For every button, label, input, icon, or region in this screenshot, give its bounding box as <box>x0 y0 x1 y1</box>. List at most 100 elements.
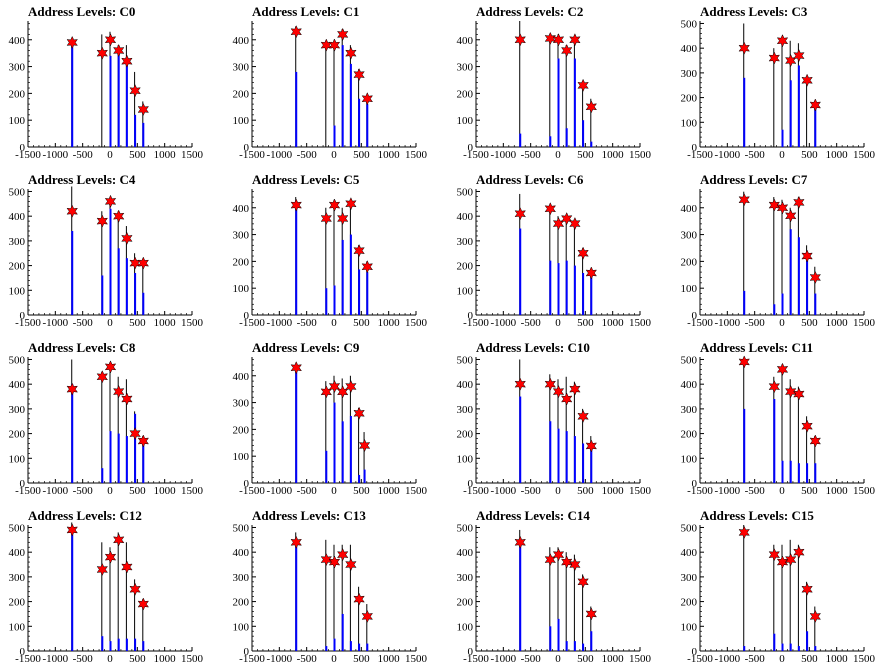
y-tick-label: 400 <box>233 547 250 559</box>
y-tick-label: 300 <box>233 572 250 584</box>
star-marker <box>345 379 357 394</box>
blue-bar <box>142 292 145 315</box>
chart-title: Address Levels: C14 <box>476 508 590 523</box>
chart-title: Address Levels: C11 <box>700 340 814 355</box>
x-tick-label: -1500 <box>239 149 265 161</box>
x-tick-label: -500 <box>73 317 94 329</box>
chart-svg: 0 100 200 300 400 500 -1500 -1000 -500 0 500 1000 15… <box>9 522 204 665</box>
blue-bar <box>743 77 746 147</box>
y-tick-label: 0 <box>244 478 250 490</box>
blue-bar <box>109 431 112 483</box>
x-tick-label: -500 <box>521 653 542 665</box>
blue-bar <box>71 527 74 651</box>
star-marker <box>361 609 374 624</box>
x-tick-label: 1000 <box>378 317 401 329</box>
x-tick-label: -500 <box>297 653 318 665</box>
x-tick-label: -1500 <box>239 485 265 497</box>
x-tick-label: 500 <box>353 317 370 329</box>
x-tick-label: -1500 <box>463 317 489 329</box>
star-marker <box>784 384 797 399</box>
star-marker <box>112 533 125 547</box>
x-tick-label: -1500 <box>239 317 265 329</box>
blue-bar <box>341 421 344 483</box>
x-tick-label: 0 <box>107 149 113 161</box>
chart-svg: 0 100 200 300 400 -1500 -1000 -500 0 500 1000 1500 <box>681 189 876 329</box>
x-tick-label: 1500 <box>853 317 876 329</box>
chart-svg: 0 100 200 300 400 -1500 -1000 -500 0 500 1000 1500 <box>457 21 652 161</box>
star-marker <box>137 434 150 448</box>
x-tick-label: -1000 <box>714 485 740 497</box>
chart-panel-c14: 0 100 200 300 400 500 -1500 -1000 -500 0 500 1000 15… <box>448 504 672 672</box>
blue-bar <box>582 443 585 483</box>
star-marker <box>353 244 365 258</box>
blue-bar <box>565 128 568 147</box>
y-tick-label: 300 <box>681 68 698 80</box>
y-tick-label: 400 <box>9 35 26 47</box>
x-tick-label: 1000 <box>602 485 625 497</box>
blue-bar <box>349 641 352 651</box>
blue-bar <box>806 631 809 651</box>
y-tick-label: 100 <box>681 621 698 633</box>
x-tick-label: 1000 <box>826 485 849 497</box>
x-tick-label: -500 <box>297 317 318 329</box>
star-marker <box>104 360 117 374</box>
x-tick-label: -1500 <box>463 149 489 161</box>
star-marker <box>801 582 813 596</box>
x-tick-label: 500 <box>801 317 818 329</box>
blue-bar <box>333 125 336 147</box>
chart-panel-c6: 0 100 200 300 400 500 -1500 -1000 -500 0 500 1000 15… <box>448 168 672 336</box>
x-tick-label: -1500 <box>463 485 489 497</box>
blue-bar <box>557 428 560 483</box>
y-tick-label: 300 <box>9 572 26 584</box>
blue-bar <box>814 646 817 651</box>
x-tick-label: 0 <box>555 149 561 161</box>
chart-panel-c0: 0 100 200 300 400 -1500 -1000 -500 0 500 1000 1500 A… <box>0 0 224 168</box>
chart-svg: 0 100 200 300 400 500 -1500 -1000 -500 0 500 1000 15… <box>233 522 428 665</box>
blue-bar <box>519 544 522 651</box>
x-tick-label: -1500 <box>15 653 41 665</box>
x-tick-label: 1000 <box>154 653 177 665</box>
star-marker <box>801 249 813 263</box>
star-marker <box>585 266 598 280</box>
y-tick-label: 100 <box>457 621 474 633</box>
y-tick-label: 400 <box>233 203 250 215</box>
x-tick-label: -500 <box>745 485 766 497</box>
blue-bar <box>573 58 576 147</box>
star-marker <box>569 216 581 231</box>
y-tick-label: 200 <box>9 261 26 273</box>
y-tick-label: 500 <box>233 522 250 534</box>
blue-bar <box>101 636 104 651</box>
y-tick-label: 300 <box>457 404 474 416</box>
x-tick-label: 1500 <box>405 149 428 161</box>
chart-panel-c9: 0 100 200 300 400 -1500 -1000 -500 0 500 1000 1500 A… <box>224 336 448 504</box>
chart-svg: 0 100 200 300 400 500 -1500 -1000 -500 0 500 1000 15… <box>681 522 876 665</box>
y-tick-label: 200 <box>457 88 474 100</box>
blue-bar <box>142 641 145 651</box>
chart-panel-c12: 0 100 200 300 400 500 -1500 -1000 -500 0 500 1000 15… <box>0 504 224 672</box>
star-marker <box>121 54 133 68</box>
x-tick-label: -1000 <box>266 149 292 161</box>
blue-bar <box>134 114 137 147</box>
blue-bar <box>519 133 522 147</box>
x-tick-label: 1500 <box>405 317 428 329</box>
x-tick-label: -1000 <box>42 149 68 161</box>
blue-bar <box>557 263 560 315</box>
blue-bar <box>797 65 800 147</box>
star-marker <box>560 212 573 226</box>
y-tick-label: 200 <box>457 261 474 273</box>
star-marker <box>552 548 565 562</box>
y-tick-label: 500 <box>457 522 474 534</box>
y-tick-label: 400 <box>457 35 474 47</box>
chart-title: Address Levels: C12 <box>28 508 142 523</box>
y-tick-label: 500 <box>457 186 474 198</box>
star-marker <box>776 362 789 376</box>
blue-bar <box>341 613 344 651</box>
star-marker <box>121 231 133 246</box>
x-tick-label: -1000 <box>266 485 292 497</box>
x-tick-label: 500 <box>129 317 146 329</box>
chart-panel-c1: 0 100 200 300 400 -1500 -1000 -500 0 500 1000 1500 A… <box>224 0 448 168</box>
star-marker <box>129 256 141 270</box>
star-marker <box>112 209 125 223</box>
star-marker <box>585 607 598 621</box>
y-tick-label: 0 <box>244 310 250 322</box>
